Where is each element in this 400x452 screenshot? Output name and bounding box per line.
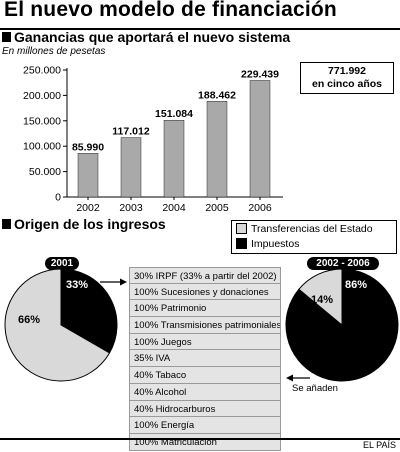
pie-slice-label: 66% <box>18 314 40 326</box>
income-item: 40% Tabaco <box>129 367 281 384</box>
y-tick-label: 50.000 <box>29 166 61 178</box>
pie-slice-label: 14% <box>311 294 333 306</box>
x-tick-label: 2002 <box>76 202 100 214</box>
income-item: 100% Matriculación <box>129 433 281 451</box>
y-tick-label: 100.000 <box>23 141 61 153</box>
pie-2002-2006: 86% 14% <box>285 268 399 382</box>
arrow-left-icon <box>286 374 310 382</box>
y-tick-label: 250.000 <box>23 65 61 77</box>
section-origin-title: Origen de los ingresos <box>2 216 166 232</box>
y-tick-label: 0 <box>55 192 61 204</box>
credit: EL PAÍS <box>363 440 397 450</box>
main-title: El nuevo modelo de financiación <box>4 0 337 21</box>
note-added: Se añaden <box>292 383 338 394</box>
square-bullet-icon <box>2 32 11 42</box>
square-bullet-icon <box>2 219 11 229</box>
income-list: 30% IRPF (33% a partir del 2002) 100% Suc… <box>129 267 281 451</box>
pie-slice <box>60 268 118 354</box>
section-origin-label: Origen de los ingresos <box>14 216 166 232</box>
pie-slice <box>4 268 111 382</box>
title-rule <box>0 28 400 30</box>
pie-slice-label: 33% <box>66 279 88 291</box>
total-box: 771.992 en cinco años <box>300 62 394 94</box>
bar-value-label: 151.084 <box>155 108 193 120</box>
bottom-rule <box>0 438 400 440</box>
income-item: 100% Patrimonio <box>129 300 281 318</box>
bar-value-label: 117.012 <box>112 126 150 138</box>
legend-item-taxes: Impuestos <box>236 238 299 252</box>
legend-item-transfers: Transferencias del Estado <box>236 223 373 237</box>
income-item: 40% Alcohol <box>129 383 281 401</box>
bar-chart: 0 50.000 100.000 150.000 200.000 250.000 85.99… <box>23 65 283 214</box>
x-tick-label: 2006 <box>248 202 272 214</box>
total-value: 771.992 <box>328 65 366 77</box>
legend-label-transfers: Transferencias del Estado <box>251 223 373 235</box>
year-badge-2001: 2001 <box>45 257 79 270</box>
pie-2001: 33% 66% <box>4 268 118 382</box>
x-tick-label: 2003 <box>119 202 143 214</box>
units-label: En millones de pesetas <box>2 46 106 57</box>
y-tick-label: 150.000 <box>23 115 61 127</box>
income-item: 100% Transmisiones patrimoniales <box>129 317 281 334</box>
pie-slice-label: 86% <box>345 279 367 291</box>
year-badge-2002-2006: 2002 - 2006 <box>307 257 379 270</box>
legend-swatch-transfers <box>236 223 247 234</box>
income-item: 30% IRPF (33% a partir del 2002) <box>129 267 281 284</box>
x-tick-label: 2004 <box>162 202 186 214</box>
arrow-right-icon <box>100 278 127 286</box>
bar-value-label: 229.439 <box>241 68 279 80</box>
pie-slice <box>298 268 343 327</box>
legend-swatch-taxes <box>236 238 247 249</box>
x-tick-label: 2005 <box>205 202 229 214</box>
bar-value-label: 85.990 <box>72 141 104 153</box>
section-gains-title: Ganancias que aportará el nuevo sistema <box>2 29 290 45</box>
bar-value-label: 188.462 <box>198 89 236 101</box>
legend: Transferencias del Estado Impuestos <box>231 220 397 254</box>
income-item: 100% Sucesiones y donaciones <box>129 283 281 301</box>
income-item: 40% Hidrocarburos <box>129 400 281 418</box>
total-label: en cinco años <box>311 78 383 90</box>
section-gains-label: Ganancias que aportará el nuevo sistema <box>14 29 291 45</box>
income-item: 100% Energía <box>129 417 281 434</box>
income-item: 35% IVA <box>129 350 281 368</box>
y-tick-label: 200.000 <box>23 90 61 102</box>
legend-label-taxes: Impuestos <box>251 238 300 250</box>
income-item: 100% Juegos <box>129 333 281 351</box>
